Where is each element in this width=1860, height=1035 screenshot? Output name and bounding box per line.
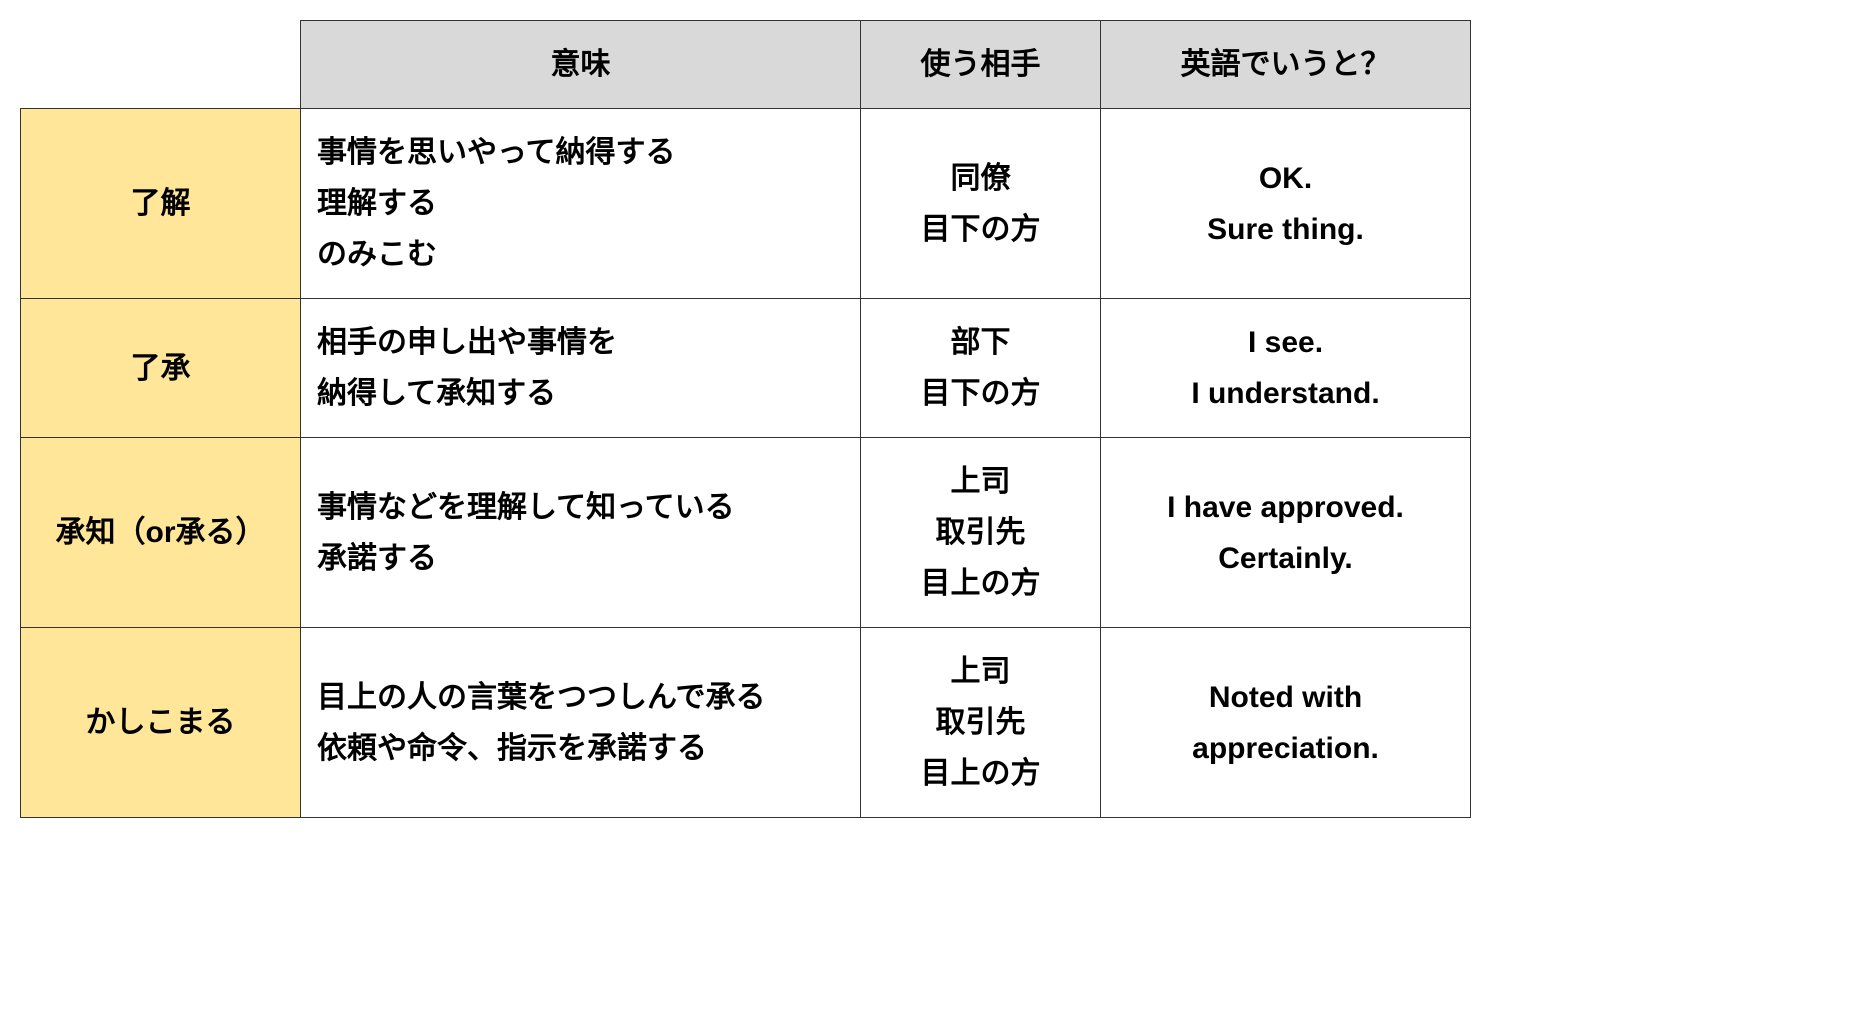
cell-english: Noted withappreciation. xyxy=(1101,628,1471,818)
cell-meaning: 相手の申し出や事情を納得して承知する xyxy=(301,299,861,438)
cell-meaning: 目上の人の言葉をつつしんで承る依頼や命令、指示を承諾する xyxy=(301,628,861,818)
cell-audience: 上司取引先目上の方 xyxy=(861,438,1101,628)
cell-meaning: 事情を思いやって納得する理解するのみこむ xyxy=(301,109,861,299)
header-meaning: 意味 xyxy=(301,21,861,109)
header-audience: 使う相手 xyxy=(861,21,1101,109)
cell-meaning: 事情などを理解して知っている承諾する xyxy=(301,438,861,628)
cell-audience: 同僚目下の方 xyxy=(861,109,1101,299)
row-term: かしこまる xyxy=(21,628,301,818)
cell-english: I have approved.Certainly. xyxy=(1101,438,1471,628)
header-row: 意味 使う相手 英語でいうと？ xyxy=(21,21,1471,109)
cell-english: I see.I understand. xyxy=(1101,299,1471,438)
table-row: かしこまる 目上の人の言葉をつつしんで承る依頼や命令、指示を承諾する 上司取引先… xyxy=(21,628,1471,818)
cell-english: OK.Sure thing. xyxy=(1101,109,1471,299)
row-term: 了解 xyxy=(21,109,301,299)
cell-audience: 部下目下の方 xyxy=(861,299,1101,438)
row-term: 了承 xyxy=(21,299,301,438)
row-term: 承知（or承る） xyxy=(21,438,301,628)
header-corner xyxy=(21,21,301,109)
table-row: 承知（or承る） 事情などを理解して知っている承諾する 上司取引先目上の方 I … xyxy=(21,438,1471,628)
cell-audience: 上司取引先目上の方 xyxy=(861,628,1101,818)
header-english: 英語でいうと？ xyxy=(1101,21,1471,109)
table-row: 了解 事情を思いやって納得する理解するのみこむ 同僚目下の方 OK.Sure t… xyxy=(21,109,1471,299)
table-row: 了承 相手の申し出や事情を納得して承知する 部下目下の方 I see.I und… xyxy=(21,299,1471,438)
keigo-table: 意味 使う相手 英語でいうと？ 了解 事情を思いやって納得する理解するのみこむ … xyxy=(20,20,1471,818)
